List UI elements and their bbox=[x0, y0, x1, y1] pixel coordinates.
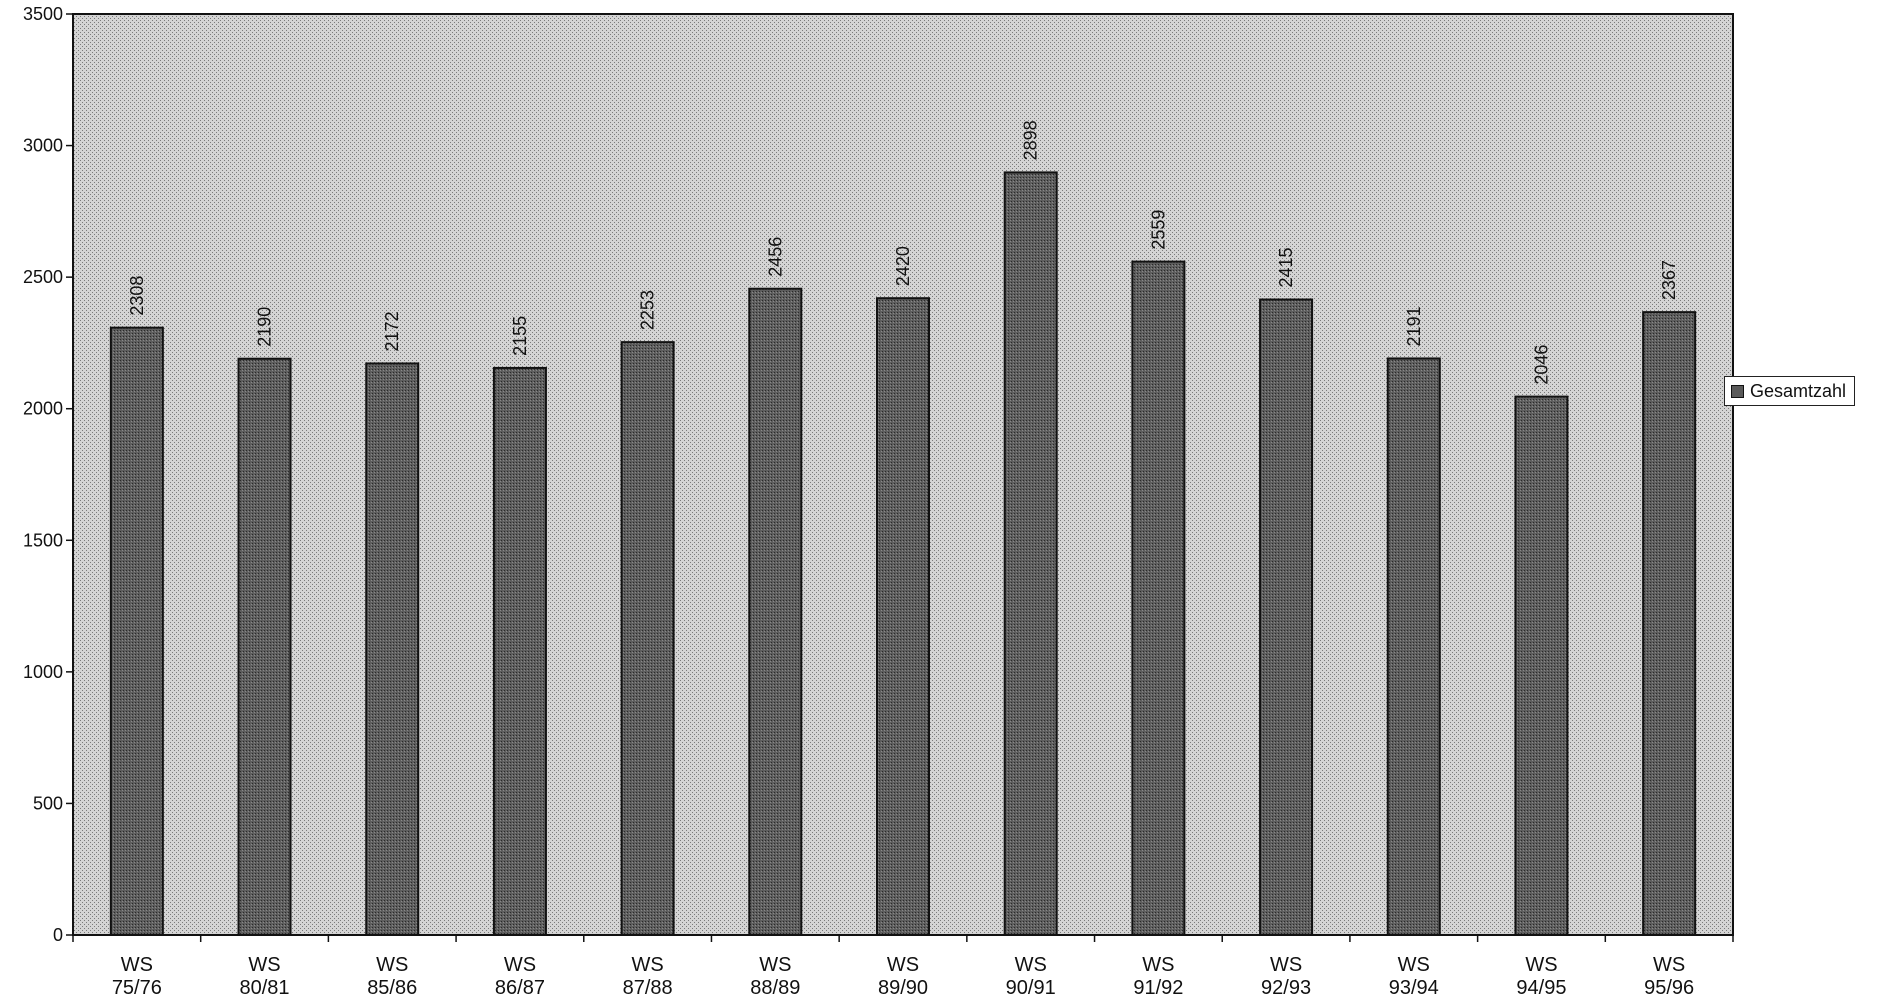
data-label: 2190 bbox=[255, 307, 275, 347]
x-category-label: WS 95/96 bbox=[1644, 954, 1694, 999]
bar bbox=[1642, 311, 1697, 936]
bar bbox=[365, 362, 420, 936]
data-label: 2046 bbox=[1531, 345, 1551, 385]
x-category-label: WS 86/87 bbox=[495, 954, 545, 999]
x-category-label: WS 90/91 bbox=[1006, 954, 1056, 999]
data-label: 2191 bbox=[1404, 306, 1424, 346]
x-category-label: WS 89/90 bbox=[878, 954, 928, 999]
legend-swatch bbox=[1731, 384, 1744, 398]
y-tick-label: 3000 bbox=[23, 136, 63, 156]
bar-series bbox=[109, 171, 1697, 937]
bar bbox=[620, 341, 675, 936]
y-tick-label: 1000 bbox=[23, 662, 63, 682]
y-tick-label: 2000 bbox=[23, 399, 63, 419]
x-category-label: WS 93/94 bbox=[1389, 954, 1439, 999]
x-category-label: WS 94/95 bbox=[1516, 954, 1566, 999]
data-label: 2253 bbox=[638, 290, 658, 330]
data-label: 2559 bbox=[1148, 210, 1168, 250]
legend: Gesamtzahl bbox=[1724, 376, 1856, 406]
y-tick-label: 2500 bbox=[23, 267, 63, 287]
x-axis: WS 75/76 WS 80/81 WS 85/86 WS 86/87 WS 87/88 WS 88/… bbox=[72, 935, 1734, 999]
bar bbox=[1131, 260, 1186, 936]
x-category-label: WS 75/76 bbox=[112, 954, 162, 999]
data-label: 2155 bbox=[510, 316, 530, 356]
data-label: 2420 bbox=[893, 246, 913, 286]
bar bbox=[748, 287, 803, 936]
bar bbox=[492, 366, 547, 937]
data-label: 2367 bbox=[1659, 260, 1679, 300]
y-tick-label: 3500 bbox=[23, 4, 63, 24]
x-category-label: WS 91/92 bbox=[1133, 954, 1183, 999]
legend-label: Gesamtzahl bbox=[1750, 380, 1847, 401]
x-category-label: WS 92/93 bbox=[1261, 954, 1311, 999]
y-tick-label: 0 bbox=[53, 925, 63, 945]
data-label: 2898 bbox=[1021, 120, 1041, 160]
x-category-label: WS 85/86 bbox=[367, 954, 417, 999]
data-label: 2172 bbox=[382, 311, 402, 351]
data-label: 2308 bbox=[127, 276, 147, 316]
data-label: 2415 bbox=[1276, 247, 1296, 287]
y-tick-label: 500 bbox=[33, 793, 63, 813]
y-tick-label: 1500 bbox=[23, 530, 63, 550]
bar bbox=[1386, 357, 1441, 937]
bar bbox=[1003, 171, 1058, 937]
bar bbox=[237, 357, 292, 936]
bar bbox=[876, 297, 930, 936]
x-category-label: WS 87/88 bbox=[623, 954, 673, 999]
x-category-label: WS 88/89 bbox=[750, 954, 800, 999]
bar bbox=[1514, 395, 1569, 936]
data-labels: 2308 2190 2172 2155 2253 2456 2420 2898 2559 2415… bbox=[127, 120, 1679, 384]
bar bbox=[109, 326, 164, 937]
bar bbox=[1259, 298, 1314, 936]
x-category-label: WS 80/81 bbox=[240, 954, 290, 999]
y-axis: 0 500 1000 1500 2000 2500 3000 3500 bbox=[23, 4, 73, 945]
data-label: 2456 bbox=[765, 237, 785, 277]
